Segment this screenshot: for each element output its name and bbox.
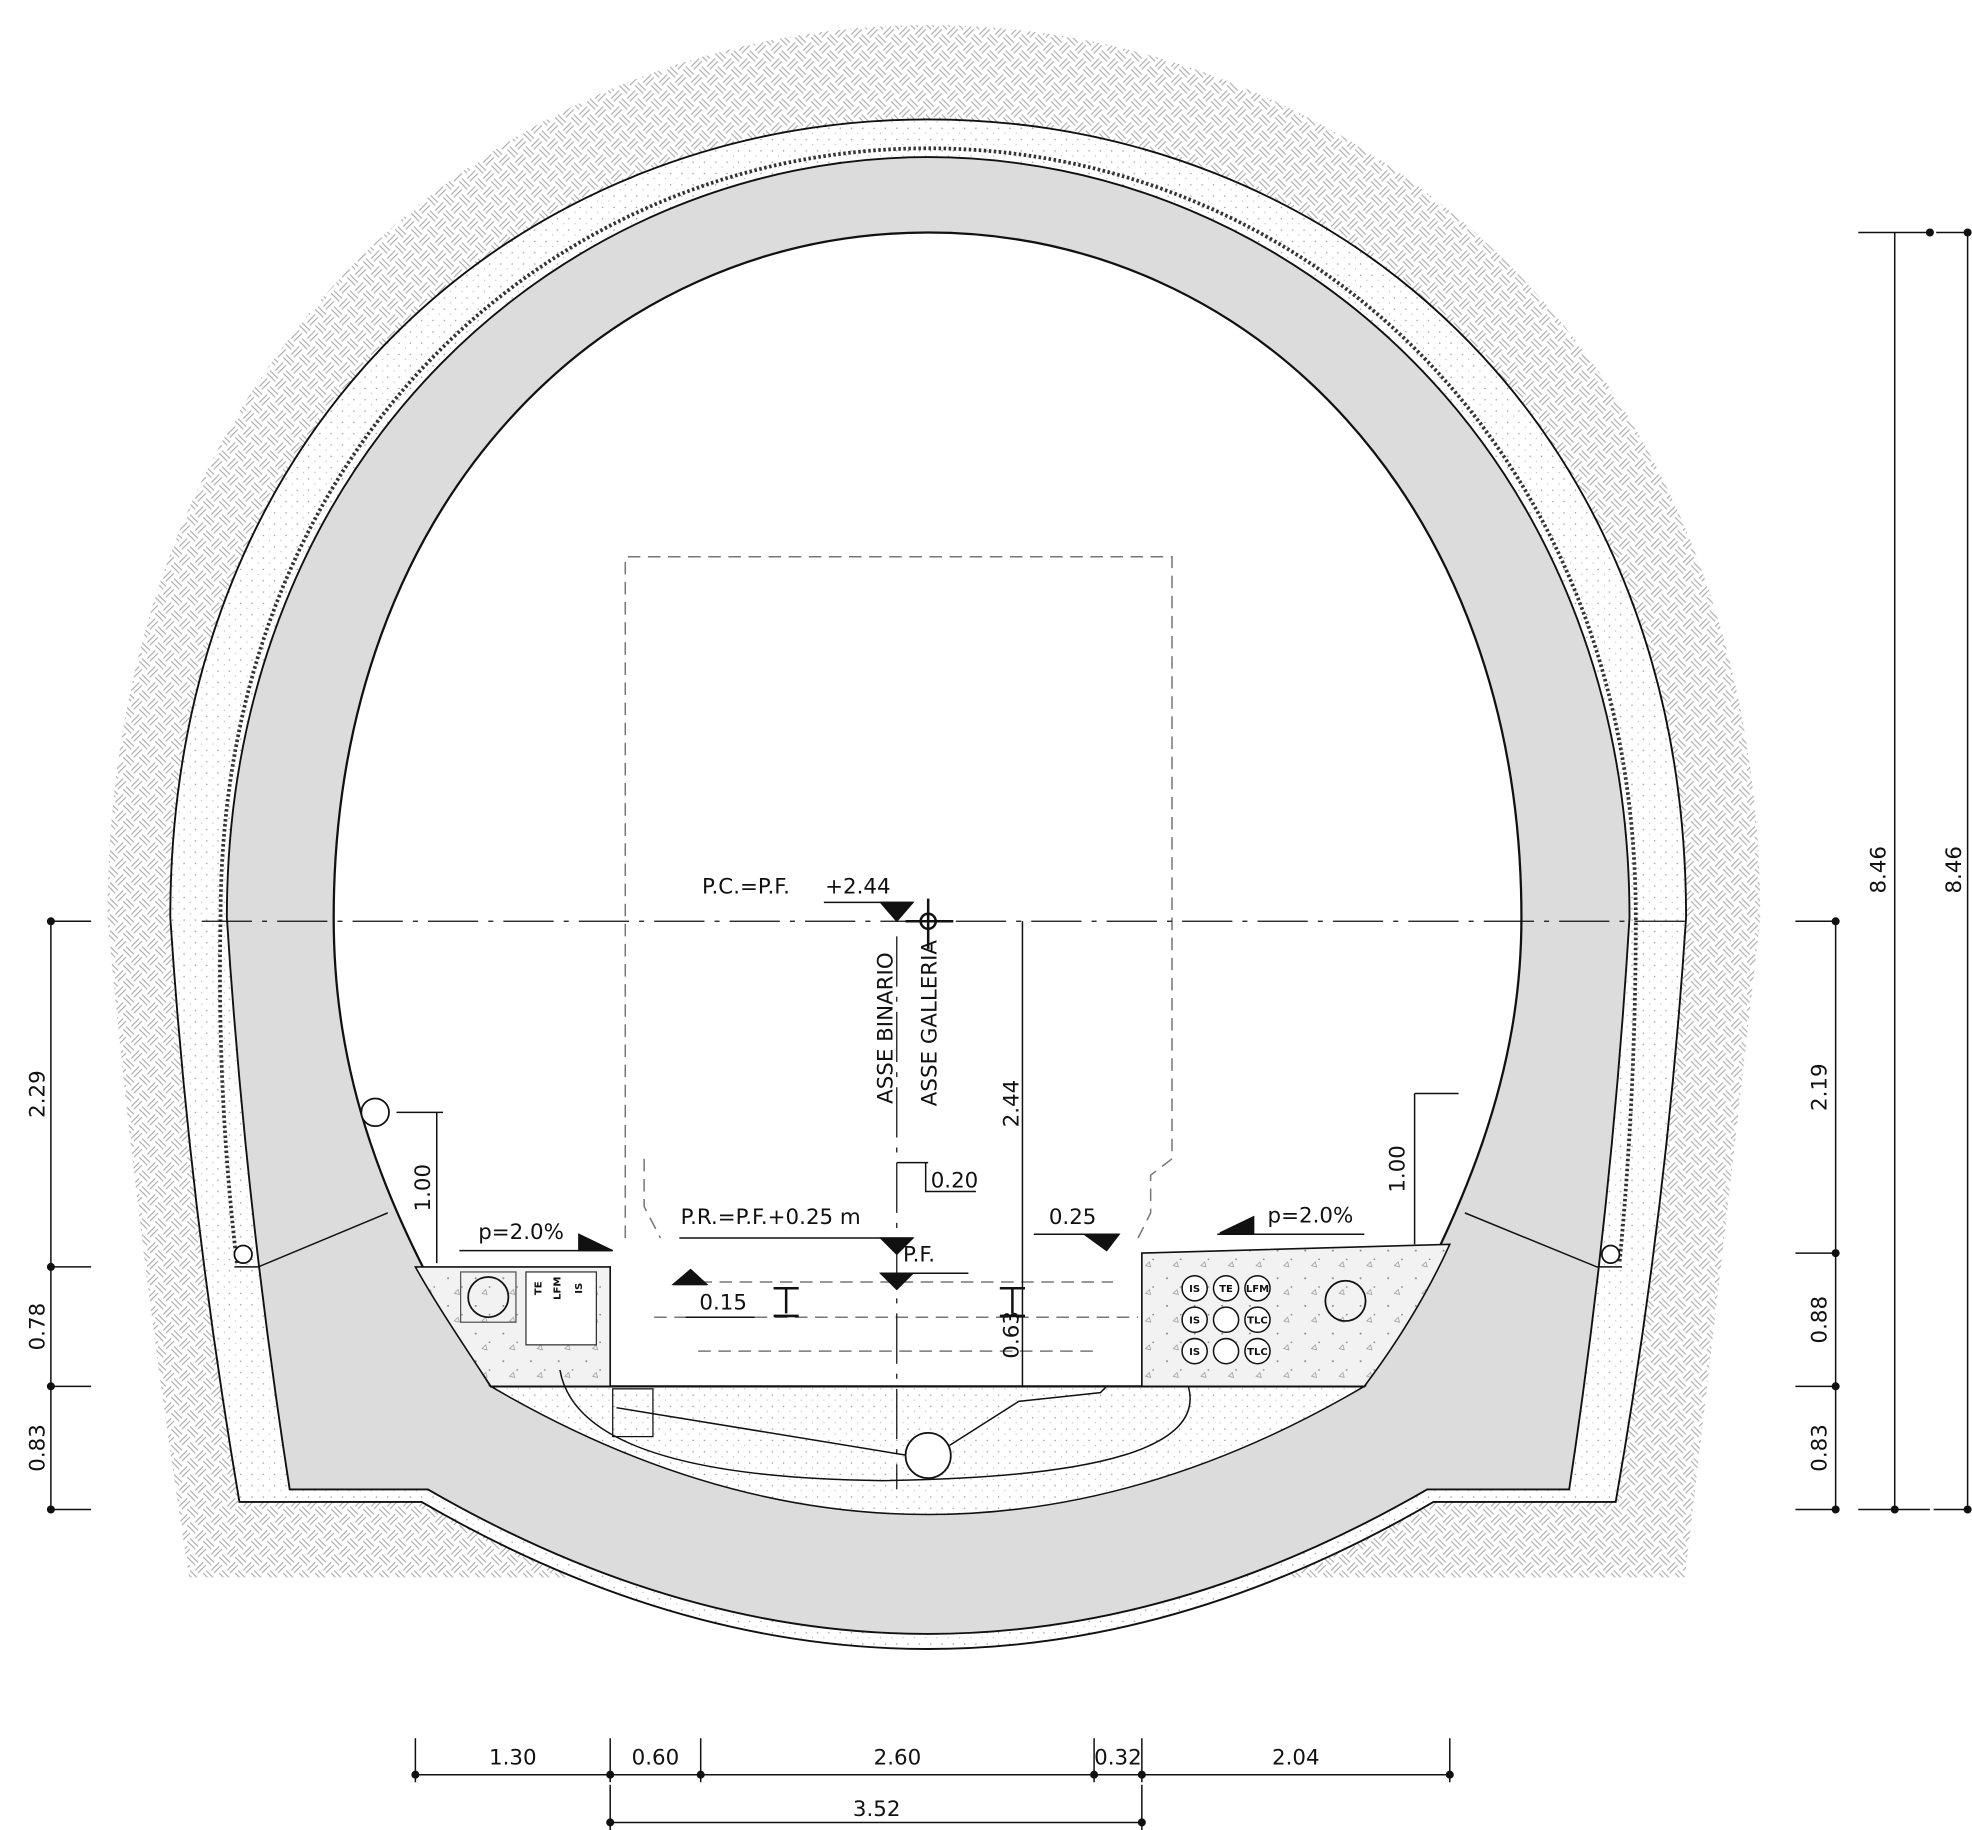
vertical-dimension: 2.29 — [25, 1070, 50, 1118]
duct-label: LFM — [552, 1277, 563, 1300]
main-drain — [904, 1431, 952, 1479]
dimension-dot — [1963, 1505, 1972, 1514]
leader-lines — [396, 901, 1459, 1387]
overall-height: 8.46 — [1867, 846, 1892, 894]
duct — [1212, 1274, 1240, 1302]
duct — [1244, 1306, 1271, 1334]
horizontal-dimension: 0.60 — [632, 1745, 680, 1770]
horizontal-dimension: 2.60 — [874, 1745, 922, 1770]
dimension-dot — [1963, 228, 1972, 237]
vertical-dimension: 2.19 — [1808, 1063, 1833, 1111]
rails — [773, 1287, 1025, 1318]
horizontal-dimension: 0.32 — [1094, 1745, 1142, 1770]
right-pipe — [1324, 1279, 1367, 1322]
drain-pipe — [559, 1369, 1191, 1482]
left-pipe — [467, 1276, 510, 1319]
slope-right: p=2.0% — [1268, 1204, 1354, 1229]
rail-drop: 0.15 — [699, 1290, 747, 1315]
dimension-dot — [46, 1382, 55, 1391]
rail-height: 2.44 — [999, 1080, 1024, 1128]
platform-step: 0.25 — [1049, 1205, 1097, 1230]
duct-label: IS — [1189, 1284, 1200, 1295]
handrail-left-height: 1.00 — [411, 1164, 436, 1212]
right-ducts: IS TE LFM IS TLC IS TLC — [1181, 1274, 1271, 1365]
duct — [1244, 1274, 1271, 1302]
slope-left: p=2.0% — [478, 1220, 564, 1245]
horizontal-dimension: 2.04 — [1272, 1745, 1320, 1770]
pc-value: +2.44 — [825, 874, 890, 899]
tunnel-interior — [332, 231, 1523, 1388]
side-wall — [234, 1212, 1622, 1268]
duct-label: TLC — [1247, 1315, 1268, 1326]
duct-label: TE — [534, 1281, 545, 1295]
dimension-dot — [1090, 1770, 1099, 1779]
dimension-dot — [411, 1770, 420, 1779]
dimension-dot — [606, 1770, 615, 1779]
pf-label: P.F. — [903, 1243, 935, 1268]
duct-label: IS — [1189, 1315, 1200, 1326]
overall-height: 8.46 — [1942, 846, 1967, 894]
pc-label: P.C.=P.F. — [702, 874, 790, 899]
gauge-offset: 0.20 — [931, 1168, 979, 1193]
handrail-right-height: 1.00 — [1385, 1145, 1410, 1193]
dimension-dot — [696, 1770, 705, 1779]
duct — [1181, 1274, 1208, 1302]
tunnel-axis: ASSE GALLERIA — [918, 940, 943, 1107]
lamp-left — [233, 1244, 253, 1265]
dimension-dot — [1890, 1505, 1899, 1514]
dimension-dot — [46, 1505, 55, 1514]
lamp-right — [1600, 1244, 1621, 1265]
vertical-dimension: 0.88 — [1808, 1296, 1833, 1344]
dimension-dot — [1831, 1505, 1840, 1514]
bottom-total: 3.52 — [853, 1797, 901, 1822]
duct — [1181, 1306, 1208, 1334]
left-pipe-box — [460, 1271, 517, 1323]
dimension-dot — [606, 1818, 615, 1827]
dimension-dot — [1137, 1818, 1146, 1827]
left-duct-box — [525, 1271, 597, 1346]
clearance-gauge — [624, 556, 1173, 1352]
dimension-dot — [1925, 228, 1934, 237]
vertical-dimension: 0.78 — [25, 1303, 50, 1351]
axis-target-cross — [905, 898, 954, 949]
dimension-dot — [1831, 917, 1840, 926]
duct — [1181, 1337, 1208, 1365]
duct-label: LFM — [1246, 1284, 1269, 1295]
track-axis: ASSE BINARIO — [874, 952, 899, 1104]
duct — [1244, 1337, 1271, 1365]
duct-label: TE — [1219, 1284, 1233, 1295]
level-markers — [578, 901, 1255, 1291]
manhole — [612, 1388, 654, 1438]
vertical-dimension: 0.83 — [1808, 1424, 1833, 1472]
duct-label: IS — [574, 1283, 585, 1294]
duct-label: IS — [1189, 1347, 1200, 1358]
dimension-dot — [1831, 1249, 1840, 1258]
pr-label: P.R.=P.F.+0.25 m — [681, 1205, 861, 1230]
duct — [1212, 1306, 1240, 1334]
duct — [1212, 1337, 1240, 1365]
horizontal-dimension: 1.30 — [489, 1745, 537, 1770]
vertical-dimension: 0.83 — [25, 1424, 50, 1472]
dimension-dot — [46, 917, 55, 926]
dimension-dot — [1445, 1770, 1454, 1779]
dimension-dot — [1137, 1770, 1146, 1779]
handrail-left — [360, 1097, 390, 1128]
ballast-depth: 0.63 — [999, 1311, 1024, 1359]
membrane — [218, 146, 1638, 1264]
dimensions: 2.29 0.78 0.83 2.19 0.88 0.83 8.46 8.46 1.30 0.60… — [25, 228, 1972, 1830]
dimension-dot — [1831, 1382, 1840, 1391]
dimension-dot — [46, 1262, 55, 1271]
duct-label: TLC — [1247, 1347, 1268, 1358]
